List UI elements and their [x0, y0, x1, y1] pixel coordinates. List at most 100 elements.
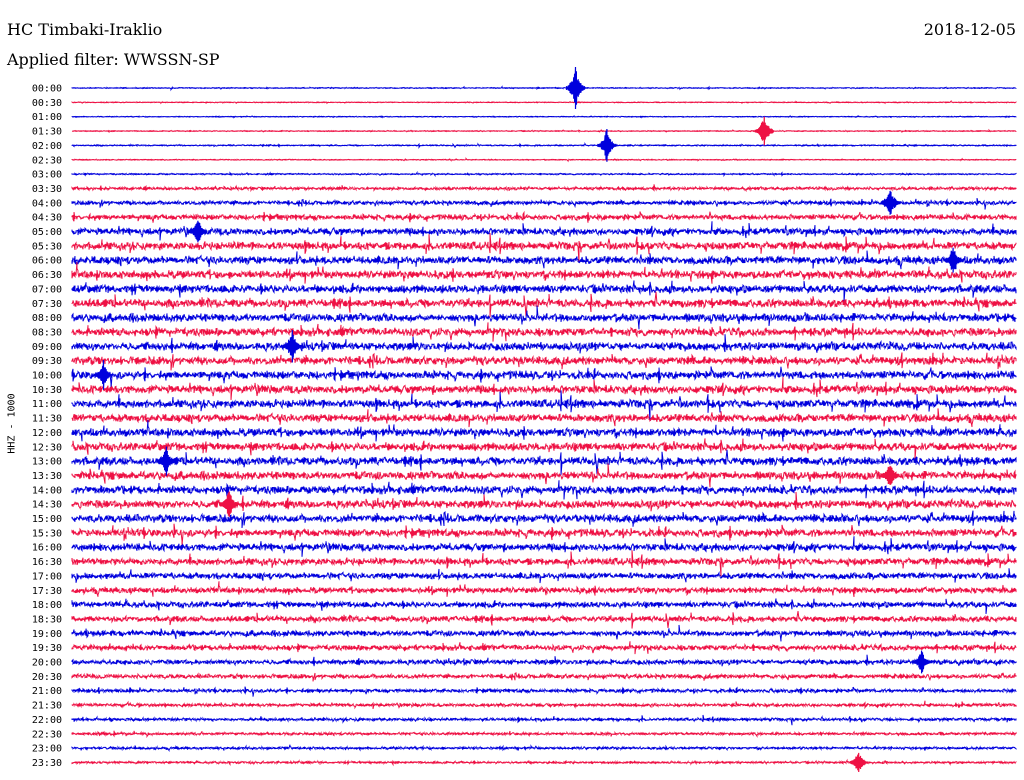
- time-tick-label: 23:30: [32, 758, 62, 769]
- time-tick-label: 07:00: [32, 284, 62, 295]
- trace-line: [71, 390, 1017, 422]
- trace-line: [71, 408, 1017, 428]
- time-tick-label: 01:30: [32, 127, 62, 138]
- time-tick-label: 13:30: [32, 471, 62, 482]
- seismic-event-burst: [880, 190, 900, 215]
- trace-line: [71, 221, 1017, 241]
- time-tick-label: 23:00: [32, 744, 62, 755]
- time-tick-label: 15:00: [32, 514, 62, 525]
- time-tick-label: 08:30: [32, 327, 62, 338]
- time-tick-label: 12:00: [32, 428, 62, 439]
- seismic-event-burst: [219, 491, 239, 517]
- filter-label: Applied filter: WWSSN-SP: [7, 50, 220, 69]
- time-tick-label: 14:00: [32, 485, 62, 496]
- trace-line: [71, 352, 1017, 371]
- time-tick-label: 05:30: [32, 241, 62, 252]
- trace-line: [71, 170, 1017, 178]
- trace-line: [71, 85, 1017, 92]
- trace-line: [71, 550, 1017, 577]
- trace-line: [71, 598, 1017, 614]
- trace-line: [71, 686, 1017, 697]
- time-tick-label: 20:00: [32, 658, 62, 669]
- time-tick-label: 22:00: [32, 715, 62, 726]
- time-tick-label: 21:00: [32, 686, 62, 697]
- trace-line: [71, 700, 1017, 710]
- seismic-event-burst: [754, 116, 774, 146]
- time-tick-label: 09:30: [32, 356, 62, 367]
- time-tick-label: 06:00: [32, 256, 62, 267]
- time-tick-label: 03:00: [32, 170, 62, 181]
- trace-line: [71, 581, 1017, 597]
- trace-line: [71, 305, 1017, 330]
- seismic-event-burst: [912, 650, 932, 674]
- seismic-event-burst: [282, 330, 302, 363]
- time-tick-label: 01:00: [32, 112, 62, 123]
- trace-line: [71, 377, 1017, 400]
- trace-line: [71, 744, 1017, 753]
- time-tick-label: 18:30: [32, 614, 62, 625]
- seismic-event-burst: [156, 446, 176, 476]
- time-tick-label: 04:30: [32, 213, 62, 224]
- trace-line: [71, 536, 1017, 557]
- time-tick-label: 00:00: [32, 84, 62, 95]
- seismic-event-burst: [880, 465, 900, 486]
- trace-line: [71, 184, 1017, 193]
- time-tick-label: 02:00: [32, 141, 62, 152]
- time-tick-label: 19:00: [32, 629, 62, 640]
- trace-line: [71, 197, 1017, 210]
- time-tick-label: 13:00: [32, 457, 62, 468]
- time-tick-label: 03:30: [32, 184, 62, 195]
- trace-line: [71, 365, 1017, 389]
- trace-line: [71, 334, 1017, 354]
- time-tick-label: 20:30: [32, 672, 62, 683]
- seismic-event-burst: [188, 220, 208, 243]
- trace-line: [71, 641, 1017, 655]
- trace-line: [71, 438, 1017, 460]
- trace-line: [71, 280, 1017, 302]
- trace-line: [71, 449, 1017, 475]
- seismic-event-burst: [597, 128, 617, 162]
- time-tick-label: 04:00: [32, 198, 62, 209]
- trace-line: [71, 128, 1017, 134]
- time-tick-label: 21:30: [32, 701, 62, 712]
- time-tick-label: 11:00: [32, 399, 62, 410]
- trace-line: [71, 262, 1017, 284]
- time-tick-label: 10:00: [32, 371, 62, 382]
- trace-line: [71, 624, 1017, 642]
- trace-line: [71, 232, 1017, 263]
- trace-line: [71, 250, 1017, 270]
- time-tick-label: 09:00: [32, 342, 62, 353]
- time-tick-label: 14:30: [32, 500, 62, 511]
- time-tick-label: 17:00: [32, 571, 62, 582]
- time-tick-label: 08:00: [32, 313, 62, 324]
- trace-line: [71, 99, 1017, 105]
- trace-line: [71, 157, 1017, 163]
- trace-line: [71, 491, 1017, 512]
- trace-line: [71, 758, 1017, 767]
- time-tick-label: 11:30: [32, 414, 62, 425]
- trace-line: [71, 672, 1017, 682]
- time-tick-label: 10:30: [32, 385, 62, 396]
- seismic-event-burst: [93, 360, 114, 390]
- trace-line: [71, 210, 1017, 223]
- trace-line: [71, 322, 1017, 342]
- time-tick-label: 15:30: [32, 528, 62, 539]
- trace-line: [71, 480, 1017, 500]
- trace-line: [71, 523, 1017, 546]
- trace-line: [71, 114, 1017, 119]
- seismic-event-burst: [565, 66, 586, 110]
- trace-line: [71, 714, 1017, 726]
- trace-line: [71, 463, 1017, 488]
- time-tick-label: 00:30: [32, 98, 62, 109]
- time-tick-label: 18:00: [32, 600, 62, 611]
- seismic-event-burst: [849, 752, 869, 773]
- trace-line: [71, 568, 1017, 584]
- time-tick-label: 07:30: [32, 299, 62, 310]
- time-tick-label: 22:30: [32, 729, 62, 740]
- time-tick-label: 17:30: [32, 586, 62, 597]
- date-label: 2018-12-05: [923, 20, 1016, 39]
- time-tick-label: 12:30: [32, 442, 62, 453]
- time-tick-label: 16:00: [32, 543, 62, 554]
- trace-line: [71, 610, 1017, 629]
